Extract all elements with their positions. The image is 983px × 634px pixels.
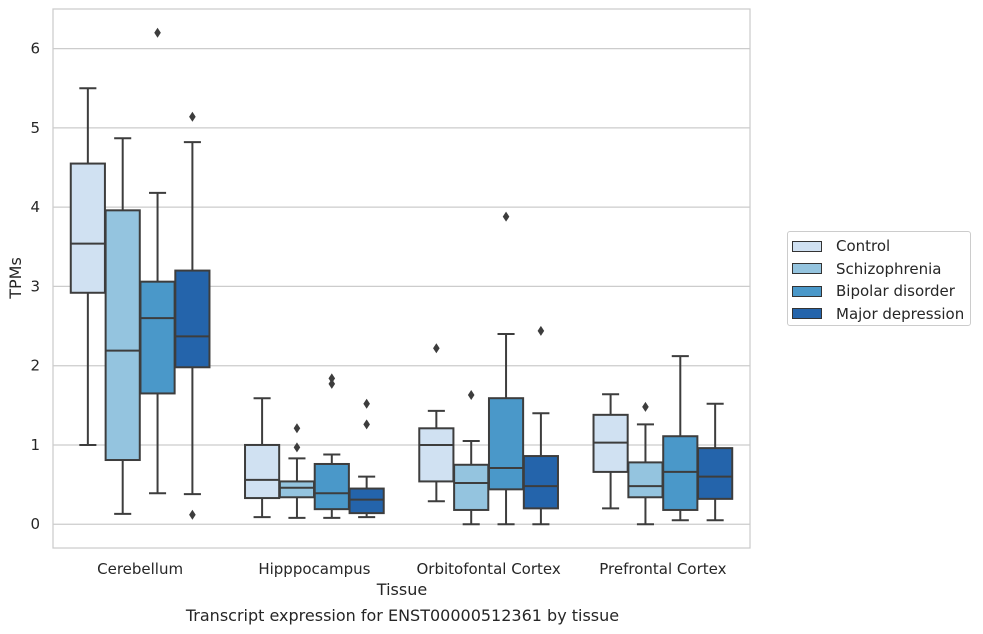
x-tick-label: Cerebellum — [97, 560, 183, 578]
box-iqr — [453, 463, 490, 511]
outlier-point — [293, 423, 301, 434]
x-tick-label: Hipppocampus — [258, 560, 370, 578]
legend-item: Schizophrenia — [792, 258, 970, 281]
legend-label: Major depression — [836, 304, 965, 323]
outlier-point — [467, 390, 475, 401]
box-group — [313, 373, 350, 519]
box-iqr — [662, 435, 699, 511]
legend: Control Schizophrenia Bipolar disorder Majo… — [787, 231, 971, 326]
outlier-point — [328, 373, 336, 384]
legend-swatch — [792, 308, 822, 320]
outlier-point — [642, 401, 649, 412]
outlier-point — [328, 378, 336, 389]
y-tick-label: 2 — [30, 357, 40, 375]
outlier-point — [189, 509, 196, 520]
outlier-point — [363, 419, 370, 430]
box-iqr — [487, 397, 525, 491]
legend-label: Schizophrenia — [836, 259, 942, 278]
legend-item: Bipolar disorder — [792, 280, 970, 303]
outlier-point — [363, 398, 370, 409]
box-iqr — [174, 269, 211, 369]
box-group — [69, 87, 106, 446]
legend-item: Control — [792, 235, 970, 258]
box-iqr — [244, 443, 281, 500]
box-group — [592, 393, 629, 510]
box-iqr — [522, 455, 559, 510]
y-tick-label: 1 — [30, 436, 40, 454]
chart-caption: Transcript expression for ENST0000051236… — [185, 606, 620, 625]
legend-item: Major depression — [792, 303, 970, 326]
x-axis-ticks: Cerebellum Hipppocampus Orbitofontal Corte… — [97, 560, 726, 578]
box-group — [139, 27, 176, 495]
y-tick-label: 6 — [30, 40, 40, 58]
legend-swatch — [792, 285, 822, 297]
box-group — [627, 401, 664, 526]
outlier-point — [502, 211, 510, 222]
box-iqr — [278, 480, 316, 499]
legend-swatch — [792, 240, 822, 252]
outlier-point — [189, 111, 196, 122]
box-group — [697, 402, 734, 522]
box-iqr — [418, 427, 455, 483]
box-group — [278, 423, 316, 519]
outlier-point — [537, 325, 545, 336]
box-group — [174, 111, 211, 520]
y-tick-label: 4 — [30, 198, 40, 216]
box-iqr — [627, 461, 664, 499]
legend-swatch — [792, 263, 822, 275]
x-tick-label: Orbitofontal Cortex — [417, 560, 561, 578]
legend-label: Control — [836, 237, 891, 256]
x-axis-label: Tissue — [376, 580, 427, 599]
box-group — [487, 211, 525, 526]
box-iqr — [348, 487, 385, 515]
plot-area — [52, 8, 751, 549]
box-group — [104, 137, 141, 515]
outlier-point — [154, 27, 161, 38]
legend-label: Bipolar disorder — [836, 282, 955, 301]
outlier-point — [433, 343, 440, 354]
box-iqr — [139, 280, 176, 395]
box-group — [418, 343, 455, 503]
outlier-point — [293, 442, 301, 453]
box-iqr — [69, 162, 106, 294]
box-group — [662, 355, 699, 522]
gridlines — [53, 48, 750, 525]
box-group — [522, 325, 559, 526]
box-iqr — [313, 462, 350, 511]
box-iqr — [697, 447, 734, 500]
y-tick-label: 5 — [30, 119, 40, 137]
y-axis-label: TPMs — [6, 257, 25, 300]
y-tick-label: 0 — [30, 515, 40, 533]
box-group — [348, 398, 385, 519]
x-tick-label: Prefrontal Cortex — [599, 560, 726, 578]
box-group — [453, 390, 490, 526]
boxes — [69, 27, 734, 526]
y-tick-label: 3 — [30, 277, 40, 295]
y-axis-ticks: 0 1 2 3 4 5 6 — [30, 40, 40, 534]
box-iqr — [104, 209, 141, 462]
box-group — [244, 397, 281, 519]
